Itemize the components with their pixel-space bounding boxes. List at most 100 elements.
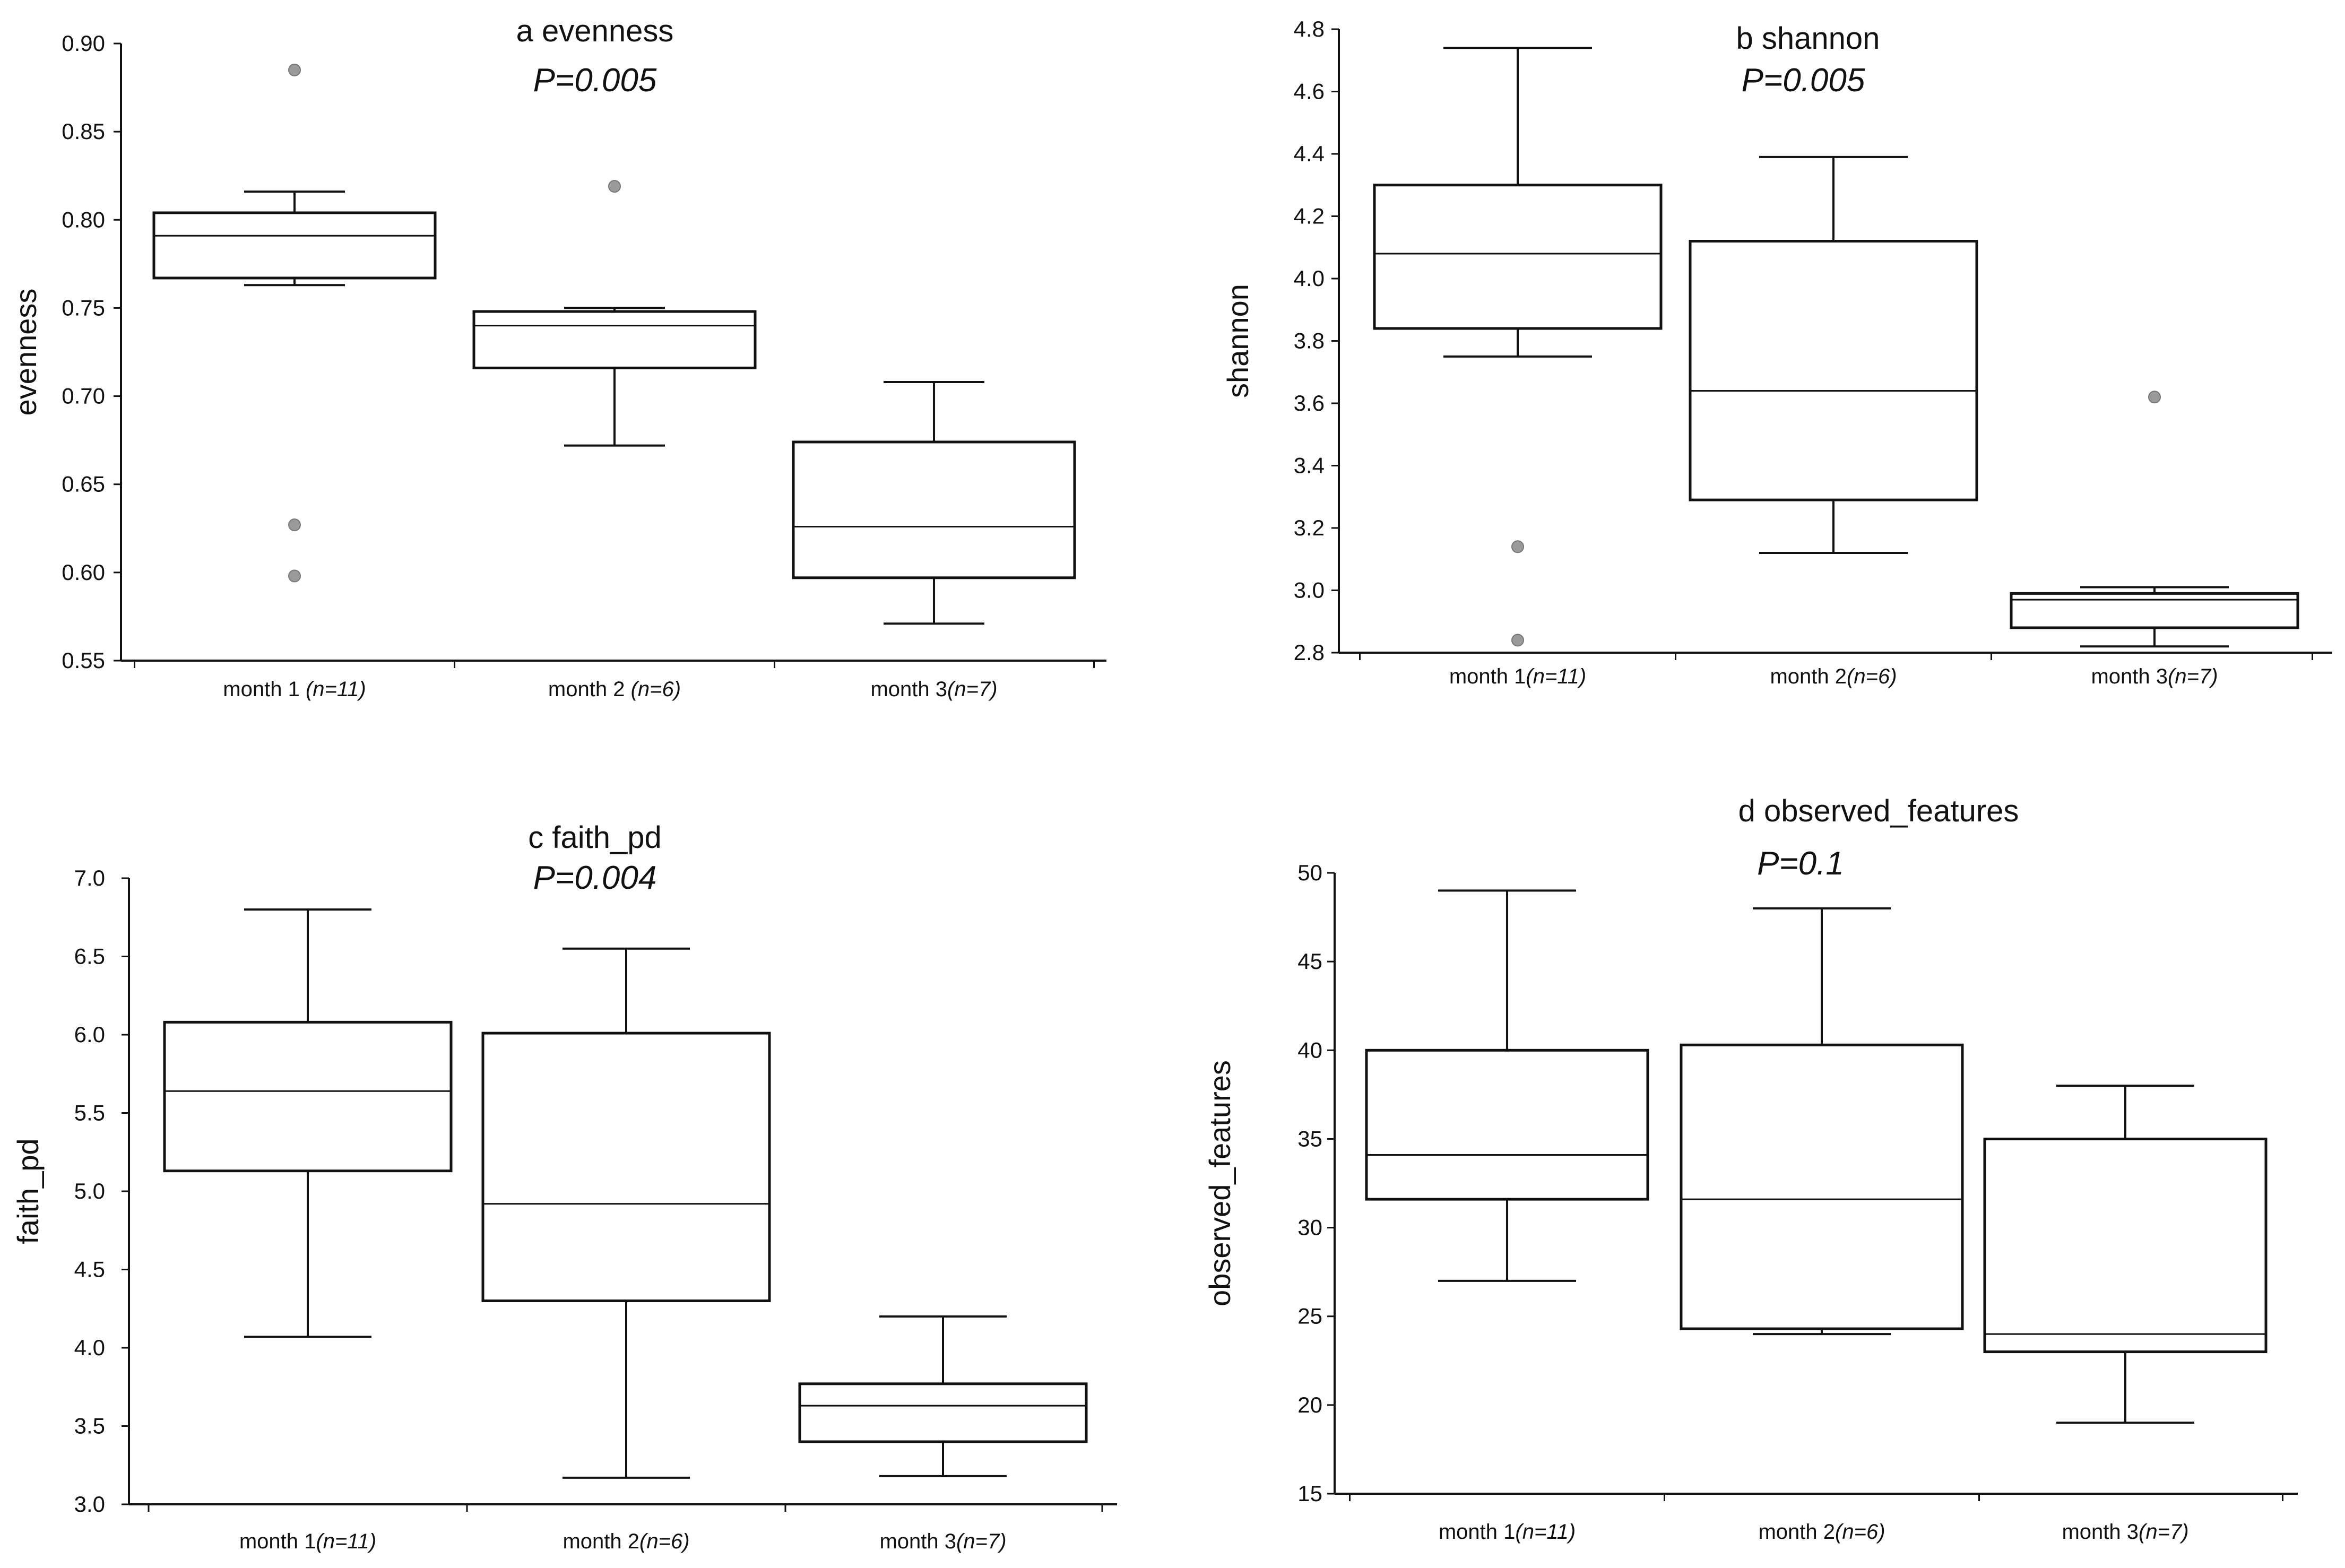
y-tick-label: 0.55	[62, 648, 105, 673]
chart-title: a evenness	[516, 14, 674, 48]
y-tick-label: 4.0	[74, 1335, 105, 1360]
iqr-box	[1689, 240, 1978, 501]
y-axis-label: observed_features	[1203, 1060, 1236, 1306]
y-tick-label: 5.5	[74, 1101, 105, 1125]
chart-panel-1: a evenness P=0.005 evenness 0.55 0.60 0.65 0.7…	[9, 14, 1106, 701]
y-tick-label: 0.65	[62, 472, 105, 497]
y-tick-label: 3.0	[74, 1492, 105, 1517]
category-n: (n=6)	[631, 678, 681, 701]
iqr-box	[2010, 592, 2299, 629]
category-n: (n=6)	[1835, 1520, 1885, 1544]
category-n: (n=7)	[947, 678, 998, 701]
chart-panel-2: b shannon P=0.005 shannon 2.8 3.0 3.2 3.4 3.6 3.…	[1221, 16, 2332, 688]
y-tick-label: 0.85	[62, 119, 105, 144]
chart-panel-4: d observed_features P=0.1 observed_feature…	[1203, 794, 2298, 1544]
y-tick-label: 2.8	[1294, 640, 1325, 665]
y-tick-label: 7.0	[74, 865, 105, 890]
chart-title: c faith_pd	[528, 820, 662, 855]
category-n: (n=7)	[2139, 1520, 2189, 1544]
x-category-label: month 3(n=7)	[870, 678, 997, 701]
y-tick-label: 50	[1297, 860, 1322, 885]
box-month-3	[1983, 1085, 2268, 1424]
outlier-point	[2148, 391, 2161, 404]
box-month-3	[798, 1315, 1088, 1477]
y-tick-label: 3.5	[74, 1414, 105, 1439]
y-tick-label: 30	[1297, 1215, 1322, 1240]
y-tick-label: 4.4	[1294, 141, 1325, 166]
y-axis-label: evenness	[9, 289, 42, 416]
x-category-label: month 1(n=11)	[1449, 665, 1586, 688]
category-name: month 1	[239, 1530, 316, 1553]
category-n: (n=6)	[639, 1530, 690, 1553]
category-n: (n=7)	[956, 1530, 1007, 1553]
chart-title: d observed_features	[1738, 794, 2019, 828]
iqr-box	[472, 310, 757, 369]
x-category-label: month 3(n=7)	[879, 1530, 1006, 1553]
y-tick-label: 4.8	[1294, 16, 1325, 41]
y-tick-label: 25	[1297, 1304, 1322, 1329]
y-tick-label: 3.4	[1294, 453, 1325, 478]
y-tick-label: 0.75	[62, 295, 105, 320]
iqr-box	[792, 440, 1076, 579]
x-category-label: month 3(n=7)	[2091, 665, 2218, 688]
box-month-3	[792, 380, 1076, 625]
category-n: (n=11)	[306, 678, 366, 701]
y-tick-label: 0.60	[62, 560, 105, 585]
category-name: month 2	[548, 678, 631, 701]
y-axis-label: faith_pd	[11, 1138, 45, 1244]
p-value-label: P=0.1	[1757, 845, 1844, 882]
x-category-label: month 2(n=6)	[563, 1530, 689, 1553]
outlier-point	[288, 569, 301, 583]
y-tick-label: 40	[1297, 1037, 1322, 1062]
category-n: (n=6)	[1847, 665, 1897, 688]
category-name: month 2	[1770, 665, 1847, 688]
category-name: month 3	[870, 678, 947, 701]
category-name: month 1	[1439, 1520, 1516, 1544]
y-tick-label: 6.5	[74, 944, 105, 969]
y-tick-label: 4.5	[74, 1257, 105, 1282]
y-tick-label: 20	[1297, 1392, 1322, 1417]
category-n: (n=7)	[2168, 665, 2218, 688]
y-tick-label: 4.2	[1294, 204, 1325, 229]
y-tick-label: 4.0	[1294, 266, 1325, 291]
category-n: (n=11)	[1526, 665, 1586, 688]
category-name: month 2	[563, 1530, 639, 1553]
outlier-point	[288, 63, 301, 76]
y-tick-label: 15	[1297, 1481, 1322, 1506]
y-tick-label: 0.70	[62, 384, 105, 409]
iqr-box	[798, 1382, 1088, 1443]
box-month-1	[1365, 889, 1649, 1282]
category-name: month 1	[223, 678, 306, 701]
box-month-2	[481, 947, 771, 1479]
y-tick-label: 35	[1297, 1126, 1322, 1151]
y-tick-label: 45	[1297, 949, 1322, 974]
chart-panel-3: c faith_pd P=0.004 faith_pd 3.0 3.5 4.0 4.5 5.0…	[11, 820, 1117, 1553]
box-month-1	[163, 908, 453, 1338]
p-value-label: P=0.005	[1742, 62, 1865, 99]
iqr-box	[1373, 184, 1663, 330]
p-value-label: P=0.005	[533, 62, 657, 99]
chart-title: b shannon	[1736, 21, 1880, 56]
outlier-point	[608, 180, 621, 193]
x-category-label: month 2(n=6)	[1770, 665, 1897, 688]
x-category-label: month 2 (n=6)	[548, 678, 681, 701]
y-tick-label: 3.8	[1294, 328, 1325, 353]
box-month-2	[472, 180, 757, 447]
iqr-box	[1680, 1043, 1964, 1330]
y-tick-label: 3.2	[1294, 515, 1325, 540]
outlier-point	[1511, 634, 1524, 647]
y-tick-label: 5.0	[74, 1179, 105, 1203]
category-n: (n=11)	[316, 1530, 376, 1553]
y-tick-label: 0.90	[62, 31, 105, 56]
x-category-label: month 2(n=6)	[1758, 1520, 1885, 1544]
y-axis-label: shannon	[1221, 284, 1254, 398]
box-month-1	[152, 63, 437, 583]
y-tick-label: 6.0	[74, 1022, 105, 1047]
iqr-box	[1365, 1049, 1649, 1201]
outlier-point	[288, 518, 301, 532]
category-name: month 1	[1449, 665, 1526, 688]
box-month-2	[1689, 155, 1978, 554]
x-category-label: month 1(n=11)	[1439, 1520, 1576, 1544]
box-month-1	[1373, 47, 1663, 647]
